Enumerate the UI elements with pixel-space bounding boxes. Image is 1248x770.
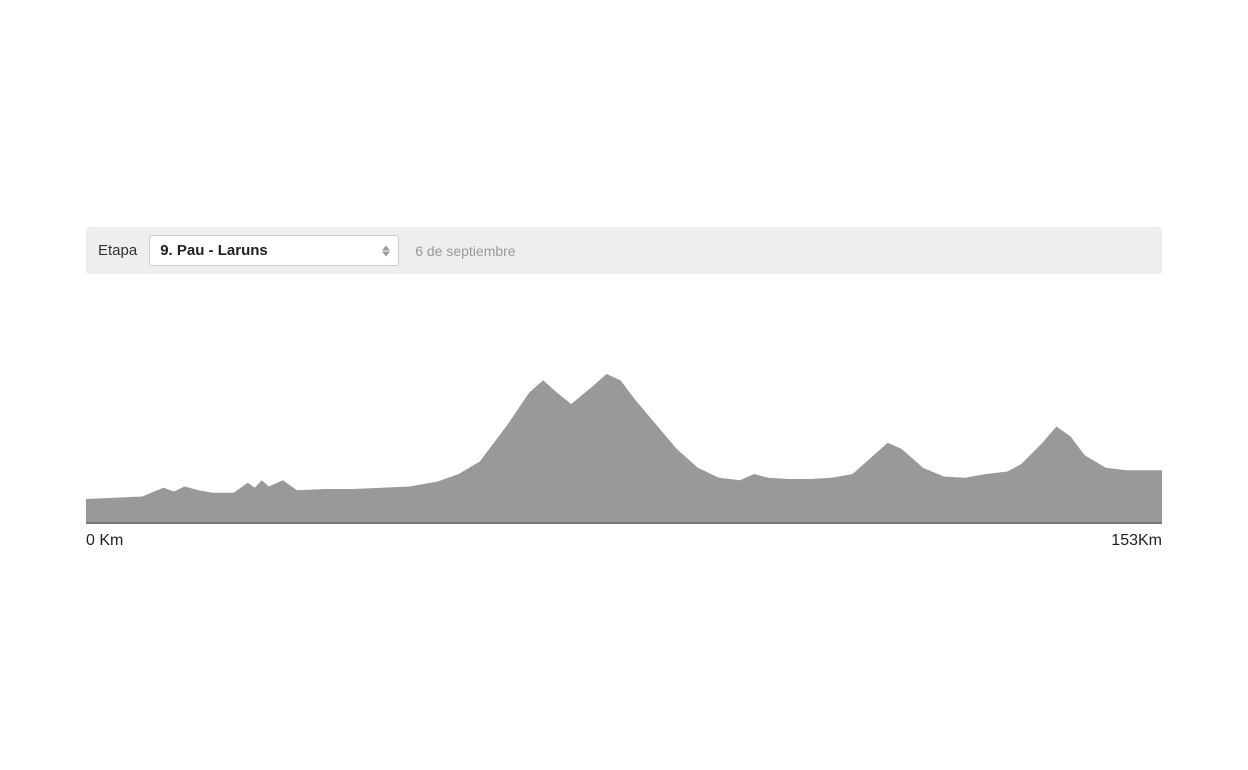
stage-date: 6 de septiembre bbox=[415, 243, 515, 259]
select-chevron-icon bbox=[382, 245, 390, 256]
elevation-profile-chart bbox=[86, 324, 1162, 524]
x-axis-end-label: 153Km bbox=[1111, 532, 1162, 550]
x-axis-start-label: 0 Km bbox=[86, 532, 123, 550]
stage-selected-value: 9. Pau - Laruns bbox=[160, 242, 268, 259]
stage-select[interactable]: 9. Pau - Laruns bbox=[149, 235, 399, 266]
stage-header-bar: Etapa 9. Pau - Laruns 6 de septiembre bbox=[86, 227, 1162, 274]
elevation-chart-area: 0 Km 153Km bbox=[86, 324, 1162, 550]
etapa-label: Etapa bbox=[98, 242, 137, 259]
